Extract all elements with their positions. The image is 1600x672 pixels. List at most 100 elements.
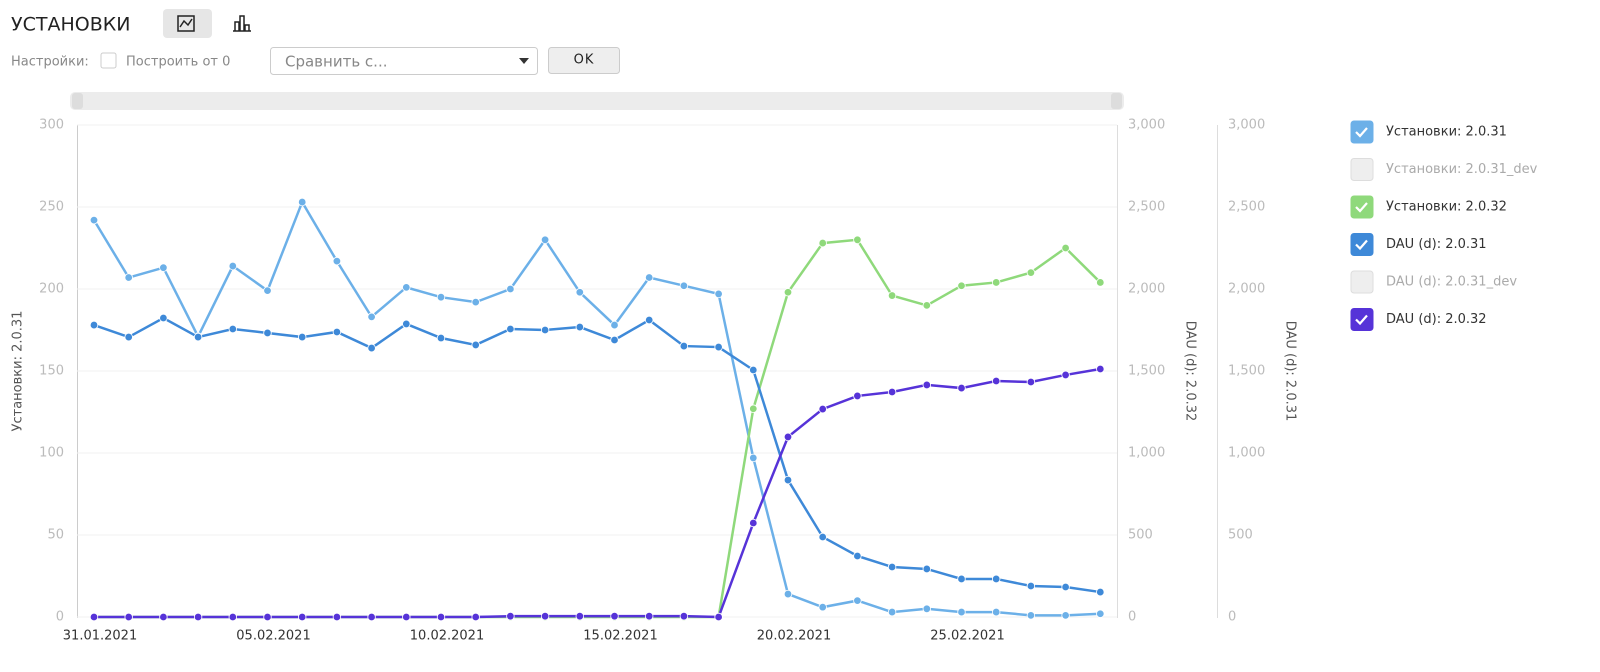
y3-axis-label: DAU (d): 2.0.31 [1283, 321, 1298, 422]
series-line [94, 238, 1102, 619]
data-point [1096, 364, 1105, 374]
y3-tick-label: 1,000 [1228, 446, 1265, 461]
legend-label[interactable]: Установки: 2.0.32 [1386, 200, 1507, 215]
y3-tick-label: 0 [1228, 610, 1236, 625]
legend-checkbox[interactable] [1350, 270, 1374, 294]
data-point [922, 301, 931, 310]
data-point [471, 340, 480, 350]
legend-checkbox[interactable] [1350, 158, 1374, 181]
data-point [645, 273, 654, 282]
legend-check [1355, 127, 1368, 138]
data-point [540, 325, 550, 335]
legend-label[interactable]: Установки: 2.0.31 [1386, 125, 1507, 140]
scroll-handle[interactable] [72, 93, 83, 109]
y2-tick-label: 500 [1128, 528, 1153, 543]
data-point [193, 612, 203, 622]
compare-select[interactable] [270, 47, 538, 75]
data-point [922, 564, 931, 574]
data-point [402, 283, 411, 292]
line-chart-icon [177, 15, 195, 32]
y2-tick-label: 3,000 [1128, 118, 1165, 133]
checkbox[interactable] [100, 52, 117, 69]
data-point [714, 289, 723, 299]
data-point [540, 611, 550, 621]
legend-check [1355, 239, 1368, 251]
legend-checkbox[interactable] [1350, 308, 1374, 331]
data-point [922, 604, 931, 613]
data-point [610, 335, 619, 345]
data-point [506, 284, 515, 294]
data-point [367, 612, 376, 622]
data-point [679, 611, 689, 621]
data-point [957, 281, 966, 290]
scrollbar[interactable] [70, 92, 1124, 110]
legend-checkbox[interactable] [1350, 195, 1374, 219]
data-point [506, 611, 515, 621]
data-point [124, 273, 133, 282]
y2-tick-label: 2,000 [1128, 282, 1165, 297]
y-tick-label: 200 [39, 282, 64, 297]
data-point [263, 286, 272, 295]
data-point [992, 574, 1001, 584]
data-point [402, 612, 411, 622]
y2-tick-label: 1,000 [1128, 446, 1165, 461]
data-point [159, 263, 168, 272]
legend-check [1355, 202, 1368, 213]
data-point [89, 215, 99, 225]
legend-label[interactable]: DAU (d): 2.0.31_dev [1386, 275, 1517, 290]
x-tick-label: 05.02.2021 [236, 629, 310, 644]
checkbox-label[interactable]: Построить от 0 [126, 55, 230, 70]
y2-axis-label: DAU (d): 2.0.32 [1183, 321, 1198, 422]
y3-tick-label: 3,000 [1228, 118, 1265, 133]
data-point [853, 235, 862, 244]
data-point [957, 383, 966, 393]
data-point [853, 391, 862, 401]
data-point [436, 333, 446, 343]
data-point [1026, 377, 1036, 387]
data-point [783, 589, 793, 599]
data-point [1026, 581, 1036, 591]
scroll-handle[interactable] [1111, 93, 1122, 109]
data-point [783, 432, 793, 442]
data-point [783, 288, 793, 297]
bar-chart-button[interactable] [233, 15, 251, 32]
data-point [1096, 609, 1105, 618]
y-tick-label: 150 [39, 364, 64, 379]
data-point [367, 312, 376, 322]
data-point [471, 612, 480, 622]
y-axis-label: Установки: 2.0.31 [11, 311, 26, 432]
data-point [818, 532, 827, 542]
y-tick-label: 100 [39, 446, 64, 461]
legend-check [1355, 314, 1368, 326]
data-point [89, 612, 99, 622]
data-point [332, 612, 342, 622]
data-point [471, 297, 480, 307]
legend-checkbox[interactable] [1350, 233, 1374, 256]
data-point [89, 320, 99, 330]
legend-label[interactable]: Установки: 2.0.31_dev [1386, 162, 1538, 177]
legend-checkbox[interactable] [1350, 120, 1374, 144]
series-line [93, 316, 1101, 594]
x-tick-label: 15.02.2021 [583, 629, 657, 644]
y3-tick-label: 500 [1228, 528, 1253, 543]
legend-label[interactable]: DAU (d): 2.0.32 [1386, 312, 1487, 327]
data-point [575, 611, 584, 621]
data-point [124, 332, 133, 342]
data-point [749, 365, 758, 375]
y2-tick-label: 1,500 [1128, 364, 1165, 379]
data-point [818, 602, 827, 612]
data-point [1026, 611, 1036, 620]
data-point [1096, 587, 1105, 597]
data-point [887, 562, 897, 572]
y2-tick-label: 0 [1128, 610, 1136, 625]
data-point [610, 611, 619, 621]
page-title: УСТАНОВКИ [11, 14, 130, 36]
data-point [992, 607, 1001, 617]
data-point [922, 380, 931, 390]
data-point [298, 332, 307, 342]
data-point [957, 574, 966, 584]
ok-button[interactable] [548, 47, 620, 74]
legend-label[interactable]: DAU (d): 2.0.31 [1386, 237, 1487, 252]
data-point [402, 319, 411, 329]
